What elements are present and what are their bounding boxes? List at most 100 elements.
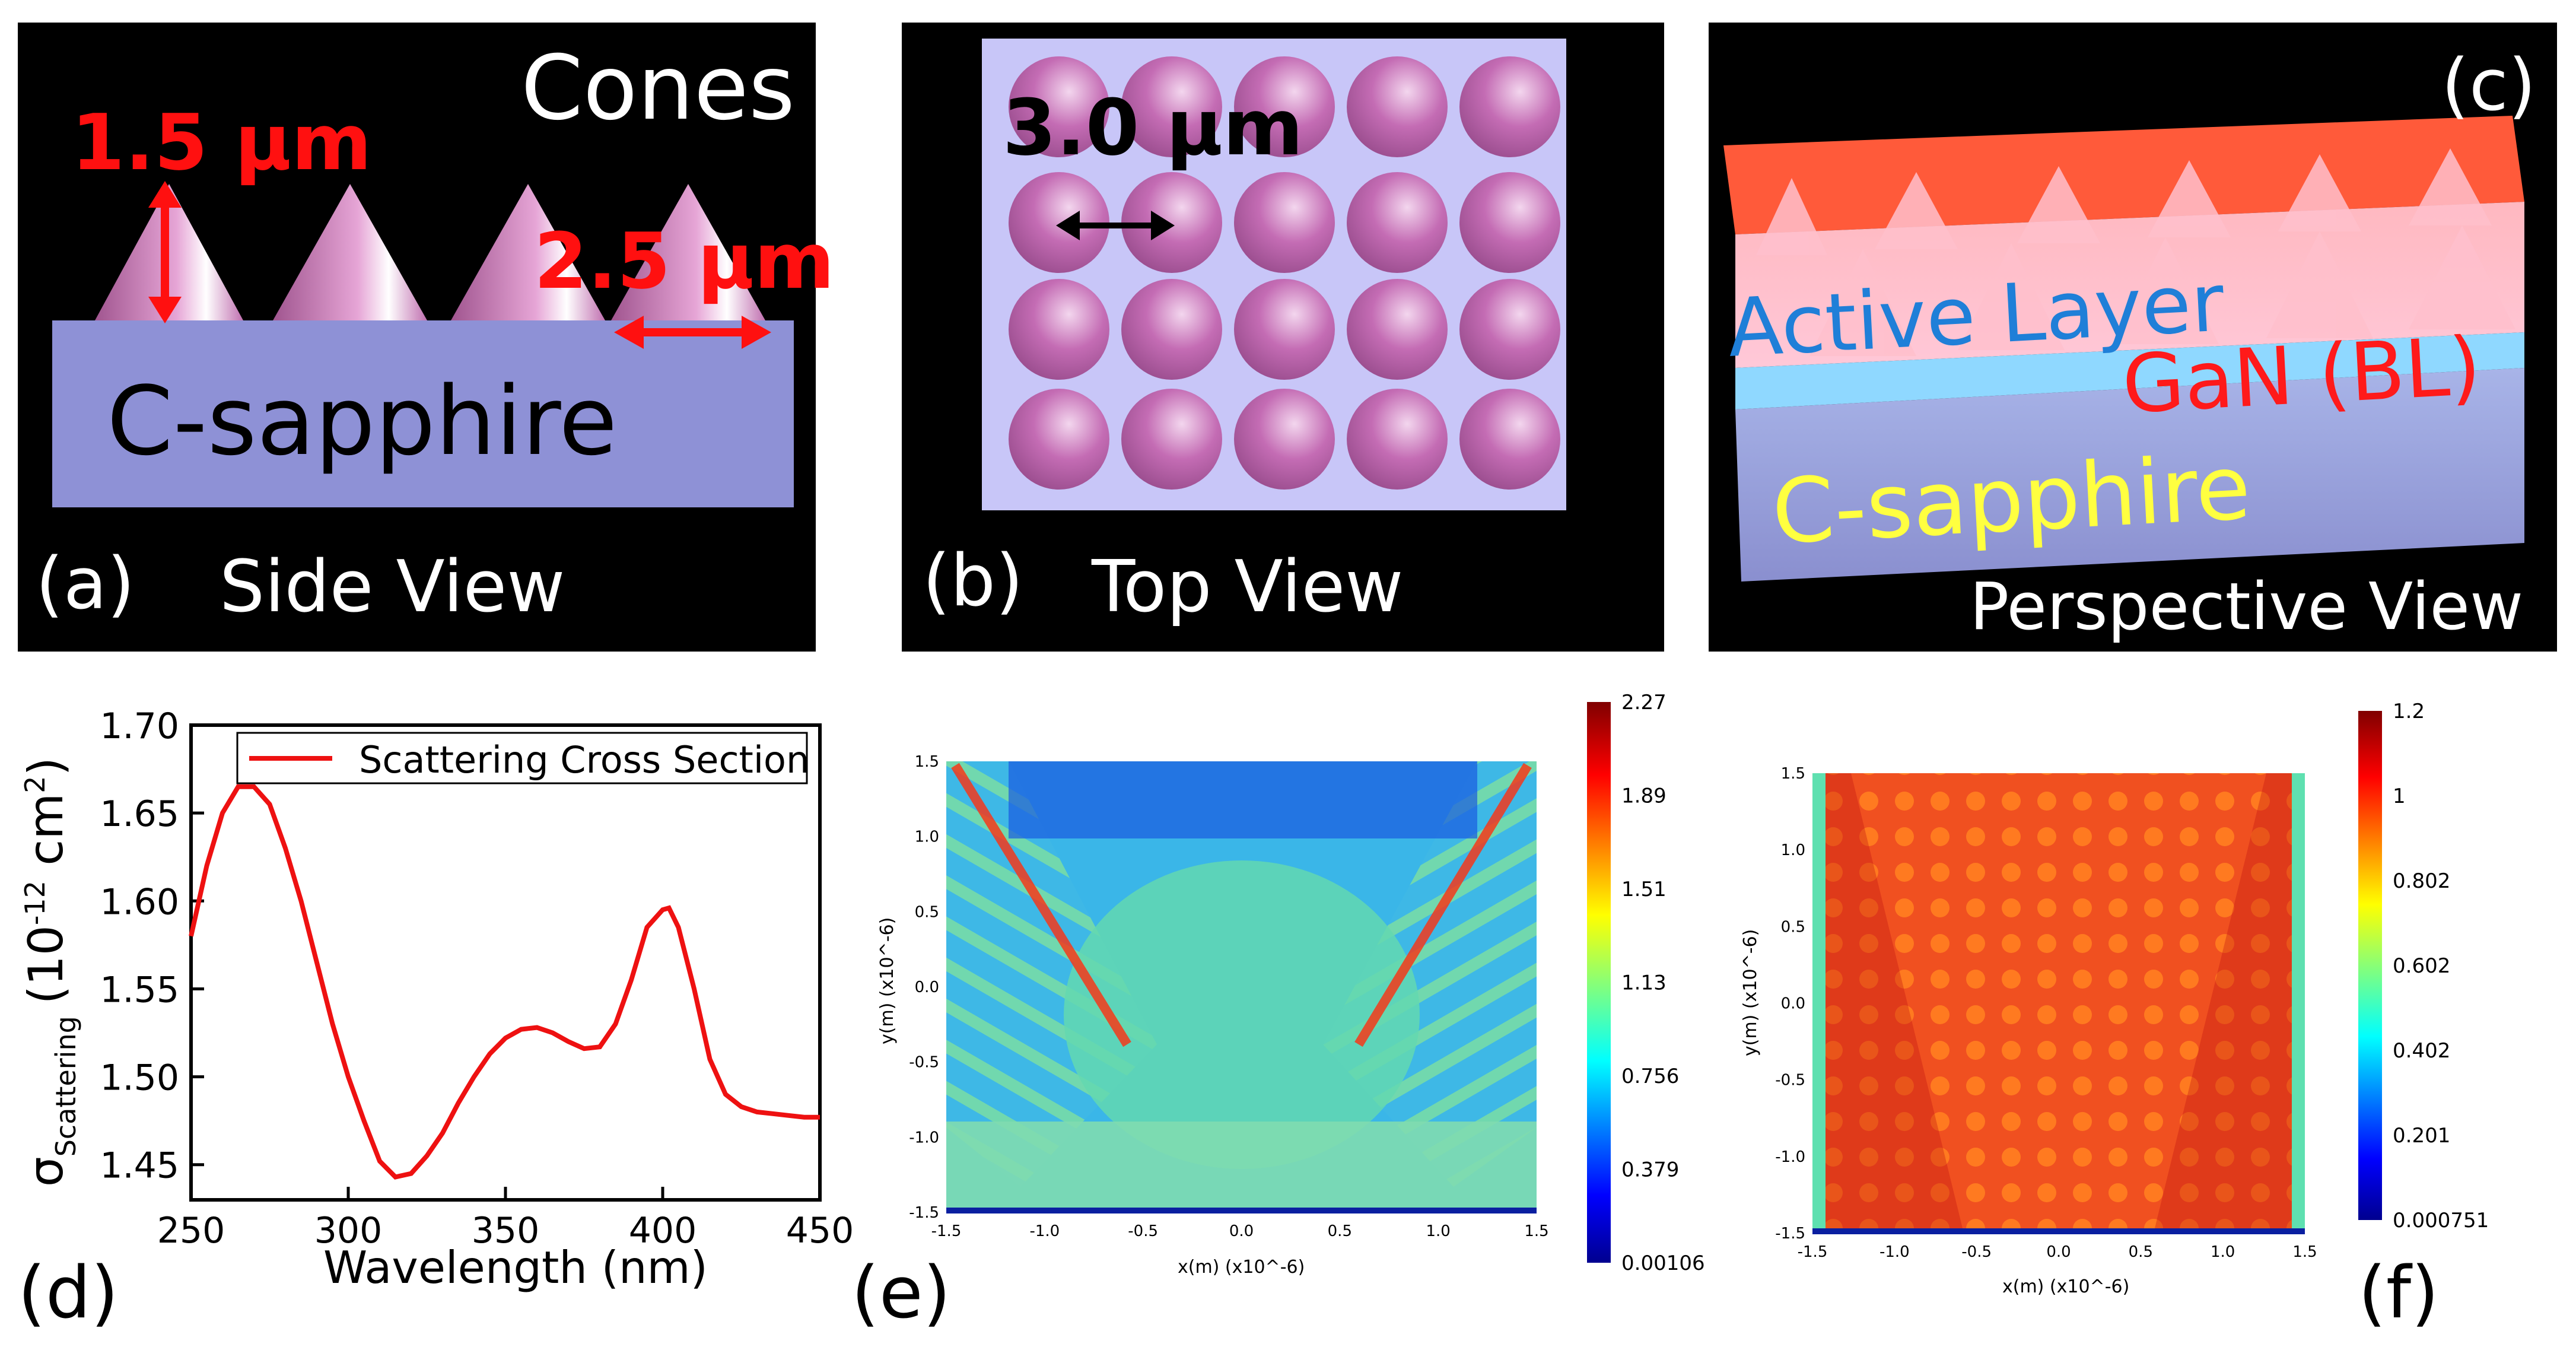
panel-b-letter: (b) xyxy=(923,540,1023,622)
series-line-scattering xyxy=(189,784,820,1180)
x-tick-label: -0.5 xyxy=(1128,1222,1158,1240)
panel-e: -1.5 -1.0 -0.5 0.0 0.5 1.0 1.5 1.5 1.0 0.5 0.0 -0.… xyxy=(851,691,1705,1335)
cones-label: Cones xyxy=(521,37,795,140)
y-tick-label: 0.0 xyxy=(915,979,939,996)
y-axis-label: σScattering (10-12 cm2) xyxy=(18,757,82,1187)
field-bottom-edge xyxy=(946,1208,1537,1213)
colorbar-tick-label: 1.51 xyxy=(1621,878,1667,901)
ylabel-unit-close: ) xyxy=(18,757,74,776)
y-tick-label: 1.65 xyxy=(100,793,179,835)
ylabel-unit-cm: cm xyxy=(18,793,74,881)
base-label: 2.5 μm xyxy=(534,216,835,306)
field-right-streak xyxy=(1354,763,1532,1047)
sapphire-block xyxy=(52,320,794,507)
panel-a-letter: (a) xyxy=(36,543,135,625)
x-tick-label: -1.0 xyxy=(1029,1222,1060,1240)
x-tick-label: 0.0 xyxy=(1229,1222,1254,1240)
x-axis-ticks: -1.5 -1.0 -0.5 0.0 0.5 1.0 1.5 xyxy=(931,1222,1549,1240)
x-tick-label: -0.5 xyxy=(1961,1243,1992,1261)
panel-e-letter: (e) xyxy=(851,1252,950,1335)
view-label: Side View xyxy=(220,546,565,628)
field-dome xyxy=(1064,860,1420,1169)
sapphire-layer xyxy=(1735,368,2524,582)
panel-d: 1.45 1.50 1.55 1.60 1.65 1.70 250 300 350 400 450… xyxy=(18,706,854,1335)
y-tick-label: 1.5 xyxy=(915,753,939,771)
colorbar-tick-label: 0.802 xyxy=(2393,869,2450,893)
x-tick-label: 300 xyxy=(314,1210,383,1251)
height-label: 1.5 μm xyxy=(71,97,372,188)
field-map-f xyxy=(1812,773,2305,1233)
svg-text:σScattering(10-12 cm2): σScattering (10-12 cm2) xyxy=(18,757,82,1187)
colorbar-ticks: 2.27 1.89 1.51 1.13 0.756 0.379 0.00106 xyxy=(1621,691,1705,1275)
x-axis-label: x(m) (x10^-6) xyxy=(2002,1276,2129,1297)
substrate-label: C-sapphire xyxy=(1770,436,2253,564)
colorbar-tick-label: 1.89 xyxy=(1621,784,1667,808)
colorbar-tick-label: 0.201 xyxy=(2393,1124,2450,1148)
colorbar-ticks: 1.2 1 0.802 0.602 0.402 0.201 0.000751 xyxy=(2393,700,2489,1232)
x-tick-label: -1.5 xyxy=(1798,1243,1828,1261)
panel-f-letter: (f) xyxy=(2358,1252,2439,1335)
y-axis-ticks: 1.45 1.50 1.55 1.60 1.65 1.70 xyxy=(100,706,204,1187)
field-bottom-edge xyxy=(1812,1228,2305,1234)
y-tick-label: 1.5 xyxy=(1781,765,1805,783)
x-tick-label: 0.5 xyxy=(2129,1243,2153,1261)
panel-f: -1.5 -1.0 -0.5 0.0 0.5 1.0 1.5 1.5 1.0 0.5 0.0 -0.… xyxy=(1740,700,2489,1335)
colorbar-tick-label: 1.2 xyxy=(2393,700,2425,723)
y-axis-label: y(m) (x10^-6) xyxy=(877,917,898,1044)
field-right-shade xyxy=(2154,773,2305,1233)
x-tick-label: 350 xyxy=(472,1210,540,1251)
y-tick-label: 1.60 xyxy=(100,881,179,923)
substrate-label: C-sapphire xyxy=(107,366,618,476)
y-tick-label: 1.45 xyxy=(100,1145,179,1187)
y-tick-label: -1.5 xyxy=(909,1204,939,1222)
colorbar-e xyxy=(1587,702,1611,1263)
x-tick-label: 450 xyxy=(786,1210,854,1251)
y-tick-label: 1.70 xyxy=(100,706,179,747)
y-tick-label: 0.5 xyxy=(915,903,939,921)
y-tick-label: 1.55 xyxy=(100,969,179,1011)
ylabel-sigma: σ xyxy=(18,1157,74,1187)
panel-b: 3.0 μm (b) Top View xyxy=(902,23,1664,652)
x-axis-ticks: 250 300 350 400 450 xyxy=(157,1187,854,1251)
colorbar-tick-label: 0.00106 xyxy=(1621,1251,1705,1275)
base-arrow xyxy=(614,316,771,349)
y-axis-label: y(m) (x10^-6) xyxy=(1740,929,1761,1056)
x-axis-label: Wavelength (nm) xyxy=(323,1241,708,1294)
y-tick-label: 1.50 xyxy=(100,1057,179,1099)
field-lower-band xyxy=(946,1122,1537,1208)
panel-d-letter: (d) xyxy=(18,1252,119,1335)
ylabel-unit-open: (10 xyxy=(18,925,74,1004)
view-label: Perspective View xyxy=(1970,568,2523,644)
y-tick-label: -1.0 xyxy=(1775,1148,1805,1166)
colorbar-tick-label: 2.27 xyxy=(1621,691,1667,714)
pitch-label: 3.0 μm xyxy=(1003,82,1303,173)
pitch-arrow xyxy=(1056,211,1175,240)
gan-label: GaN (BL) xyxy=(2120,320,2483,431)
field-left-shade xyxy=(1812,773,1964,1233)
field-left-streak xyxy=(951,763,1131,1047)
y-tick-label: -0.5 xyxy=(1775,1072,1805,1089)
colorbar-tick-label: 0.000751 xyxy=(2393,1209,2489,1232)
field-left-edge xyxy=(1812,773,1826,1233)
x-tick-label: 1.0 xyxy=(2211,1243,2235,1261)
x-tick-label: 400 xyxy=(629,1210,697,1251)
x-tick-label: 1.0 xyxy=(1426,1222,1450,1240)
cone-dot-grid xyxy=(1009,56,1560,490)
view-label: Top View xyxy=(1091,546,1403,628)
ylabel-subscript: Scattering xyxy=(50,1016,82,1157)
active-layer xyxy=(1735,332,2524,409)
y-tick-label: -1.0 xyxy=(909,1129,939,1146)
x-tick-label: 1.5 xyxy=(2292,1243,2317,1261)
y-axis-ticks: 1.5 1.0 0.5 0.0 -0.5 -1.0 -1.5 xyxy=(1775,765,1805,1243)
ylabel-unit-exp: -12 xyxy=(19,881,51,925)
colorbar-f xyxy=(2358,711,2382,1220)
x-tick-label: 0.5 xyxy=(1328,1222,1352,1240)
panel-c-letter: (c) xyxy=(2441,45,2536,127)
plot-frame xyxy=(189,723,822,1202)
x-tick-label: -1.5 xyxy=(931,1222,962,1240)
colorbar-tick-label: 0.602 xyxy=(2393,954,2450,978)
y-axis-ticks: 1.5 1.0 0.5 0.0 -0.5 -1.0 -1.5 xyxy=(909,753,939,1222)
field-right-edge xyxy=(2292,773,2305,1233)
colorbar-tick-label: 1.13 xyxy=(1621,971,1667,995)
ylabel-unit-exp2: 2 xyxy=(19,776,51,793)
